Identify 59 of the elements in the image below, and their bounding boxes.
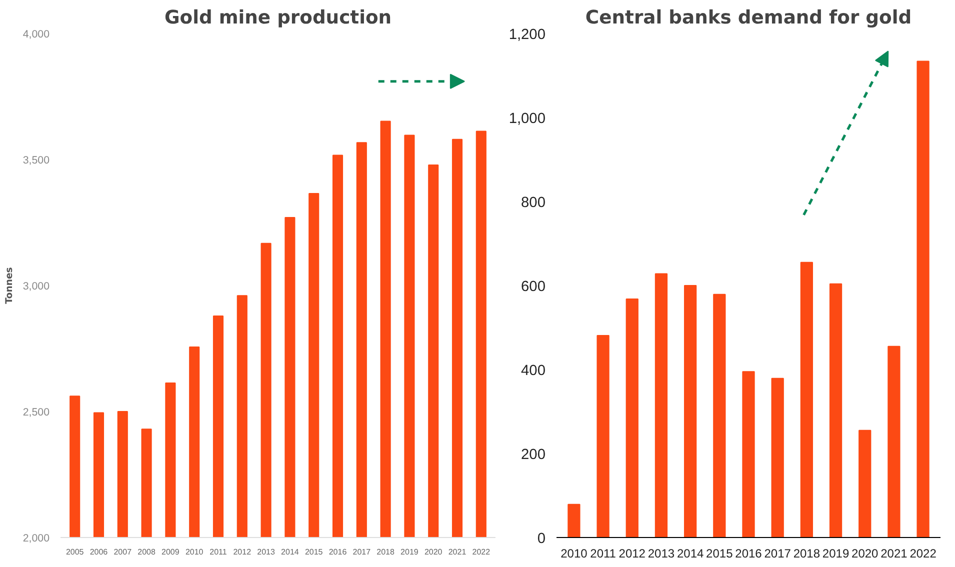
x-tick-label: 2013 <box>648 546 675 560</box>
bar <box>684 285 697 538</box>
x-tick-label: 2008 <box>138 548 156 556</box>
bar <box>713 294 726 538</box>
bar <box>596 334 610 538</box>
x-tick-label: 2011 <box>590 546 616 560</box>
bar <box>742 371 755 538</box>
x-tick-label: 2021 <box>880 546 908 560</box>
y-axis-title: Tonnes <box>4 266 15 304</box>
y-tick-label: 2,000 <box>22 532 50 544</box>
x-tick-label: 2019 <box>822 546 850 560</box>
chart-title: Central banks demand for gold <box>585 8 912 28</box>
x-tick-label: 2018 <box>376 548 396 556</box>
x-tick-label: 2014 <box>676 546 704 560</box>
x-tick-label: 2022 <box>910 546 937 560</box>
x-tick-label: 2015 <box>706 546 734 560</box>
bar <box>858 430 872 538</box>
y-tick-label: 1,000 <box>508 111 546 127</box>
y-tick-label: 0 <box>537 531 546 547</box>
x-tick-label: 2013 <box>257 548 276 556</box>
x-tick-label: 2019 <box>400 548 419 556</box>
x-tick-label: 2010 <box>560 546 588 560</box>
bar <box>916 60 930 538</box>
x-tick-label: 2017 <box>764 546 792 560</box>
y-tick-label: 4,000 <box>22 28 50 40</box>
y-tick-label: 200 <box>521 447 546 463</box>
y-tick-label: 3,500 <box>22 154 50 166</box>
x-tick-label: 2006 <box>90 548 108 556</box>
bar <box>654 273 668 538</box>
chart-title: Gold mine production <box>164 8 392 28</box>
x-tick-label: 2016 <box>328 548 348 556</box>
x-tick-label: 2017 <box>352 548 372 556</box>
x-tick-label: 2015 <box>304 548 324 556</box>
x-tick-label: 2021 <box>448 548 467 556</box>
bar <box>568 504 580 538</box>
x-tick-label: 2016 <box>735 546 762 560</box>
y-tick-label: 600 <box>521 279 546 295</box>
x-tick-label: 2007 <box>114 548 132 556</box>
x-tick-label: 2012 <box>618 546 646 560</box>
x-tick-label: 2018 <box>793 546 820 560</box>
y-tick-label: 400 <box>521 363 546 379</box>
x-tick-label: 2012 <box>233 548 252 556</box>
x-tick-label: 2005 <box>66 548 84 556</box>
y-tick-label: 800 <box>521 195 546 211</box>
x-tick-label: 2020 <box>852 546 879 560</box>
x-tick-label: 2022 <box>472 548 491 556</box>
bar <box>888 346 900 538</box>
bar <box>829 283 842 538</box>
y-tick-label: 1,200 <box>508 27 546 43</box>
y-tick-label: 2,500 <box>22 406 50 418</box>
x-tick-label: 2010 <box>185 548 204 556</box>
x-tick-label: 2014 <box>281 548 300 556</box>
bar <box>771 378 784 538</box>
x-tick-label: 2020 <box>424 548 443 556</box>
y-tick-label: 3,000 <box>22 280 50 292</box>
x-tick-label: 2009 <box>162 548 180 556</box>
bar <box>800 262 813 538</box>
x-tick-label: 2011 <box>210 548 228 556</box>
bar <box>626 298 638 538</box>
